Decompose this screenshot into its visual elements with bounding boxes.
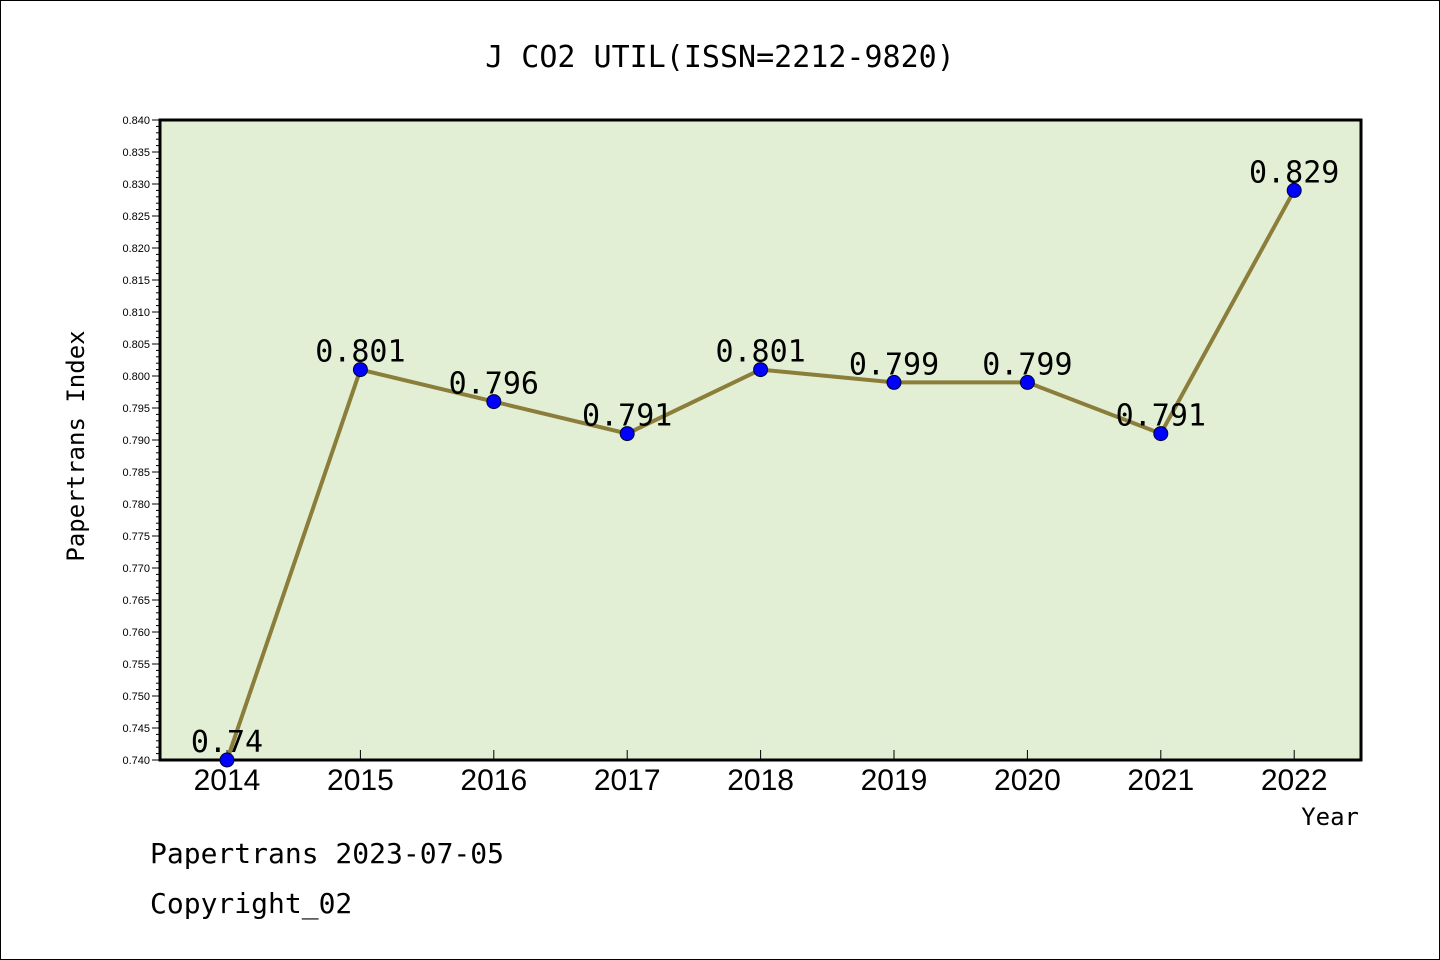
data-point-marker [486,394,502,410]
x-tick-label: 2016 [460,764,527,797]
chart-title: J CO2 UTIL(ISSN=2212-9820) [485,40,955,75]
x-tick-label: 2015 [327,764,394,797]
data-label-group: 0.74 0.801 0.796 0.791 0.801 0.799 0.799 0.791 0… [191,155,1339,760]
y-tick-label: 0.760 [122,627,150,639]
plot-area [158,118,1363,762]
footer-date: Papertrans 2023-07-05 [150,837,504,870]
y-tick-label: 0.785 [122,467,150,479]
y-tick-label: 0.775 [122,531,150,543]
x-tick-label: 2017 [594,764,661,797]
data-point-marker [1019,374,1035,390]
data-point-marker [352,362,368,378]
data-label: 0.799 [849,347,939,382]
x-tick-label: 2022 [1261,764,1328,797]
y-tick-label: 0.770 [122,563,150,575]
y-tick-label: 0.830 [122,179,150,191]
data-point-marker [1286,182,1302,198]
data-point-marker [1153,426,1169,442]
y-axis: 0.740 0.745 0.750 0.755 0.760 0.765 0.770 0.775… [122,115,160,767]
x-tick-label: 2014 [194,764,261,797]
data-label: 0.74 [191,725,263,760]
x-tick-label: 2021 [1127,764,1194,797]
y-tick-label: 0.805 [122,339,150,351]
data-label: 0.791 [1116,399,1206,434]
y-tick-label: 0.810 [122,307,150,319]
x-axis: 2014 2015 2016 2017 2018 2019 2020 2021 2022 [194,750,1328,797]
y-axis-title: Papertrans Index [62,330,90,561]
y-tick-label: 0.795 [122,403,150,415]
data-point-marker [753,362,769,378]
y-tick-label: 0.750 [122,691,150,703]
y-tick-label: 0.745 [122,723,150,735]
y-tick-label: 0.800 [122,371,150,383]
data-label: 0.799 [982,347,1072,382]
data-label: 0.791 [582,399,672,434]
y-tick-label: 0.835 [122,147,150,159]
x-tick-label: 2020 [994,764,1061,797]
data-point-marker [619,426,635,442]
y-tick-label: 0.780 [122,499,150,511]
data-label: 0.796 [449,367,539,402]
data-point-marker [219,752,235,768]
footer-copyright: Copyright_02 [150,887,352,921]
y-tick-label: 0.820 [122,243,150,255]
x-axis-title: Year [1301,803,1359,831]
x-tick-label: 2018 [727,764,794,797]
data-label: 0.801 [315,335,405,370]
data-label: 0.829 [1249,155,1339,190]
y-tick-label: 0.740 [122,755,150,767]
y-tick-label: 0.840 [122,115,150,127]
y-tick-label: 0.815 [122,275,150,287]
data-label: 0.801 [715,335,805,370]
y-tick-label: 0.765 [122,595,150,607]
data-point-marker [886,374,902,390]
x-tick-label: 2019 [861,764,928,797]
y-tick-label: 0.790 [122,435,150,447]
series-line-group [219,182,1302,768]
y-tick-label: 0.755 [122,659,150,671]
y-tick-label: 0.825 [122,211,150,223]
